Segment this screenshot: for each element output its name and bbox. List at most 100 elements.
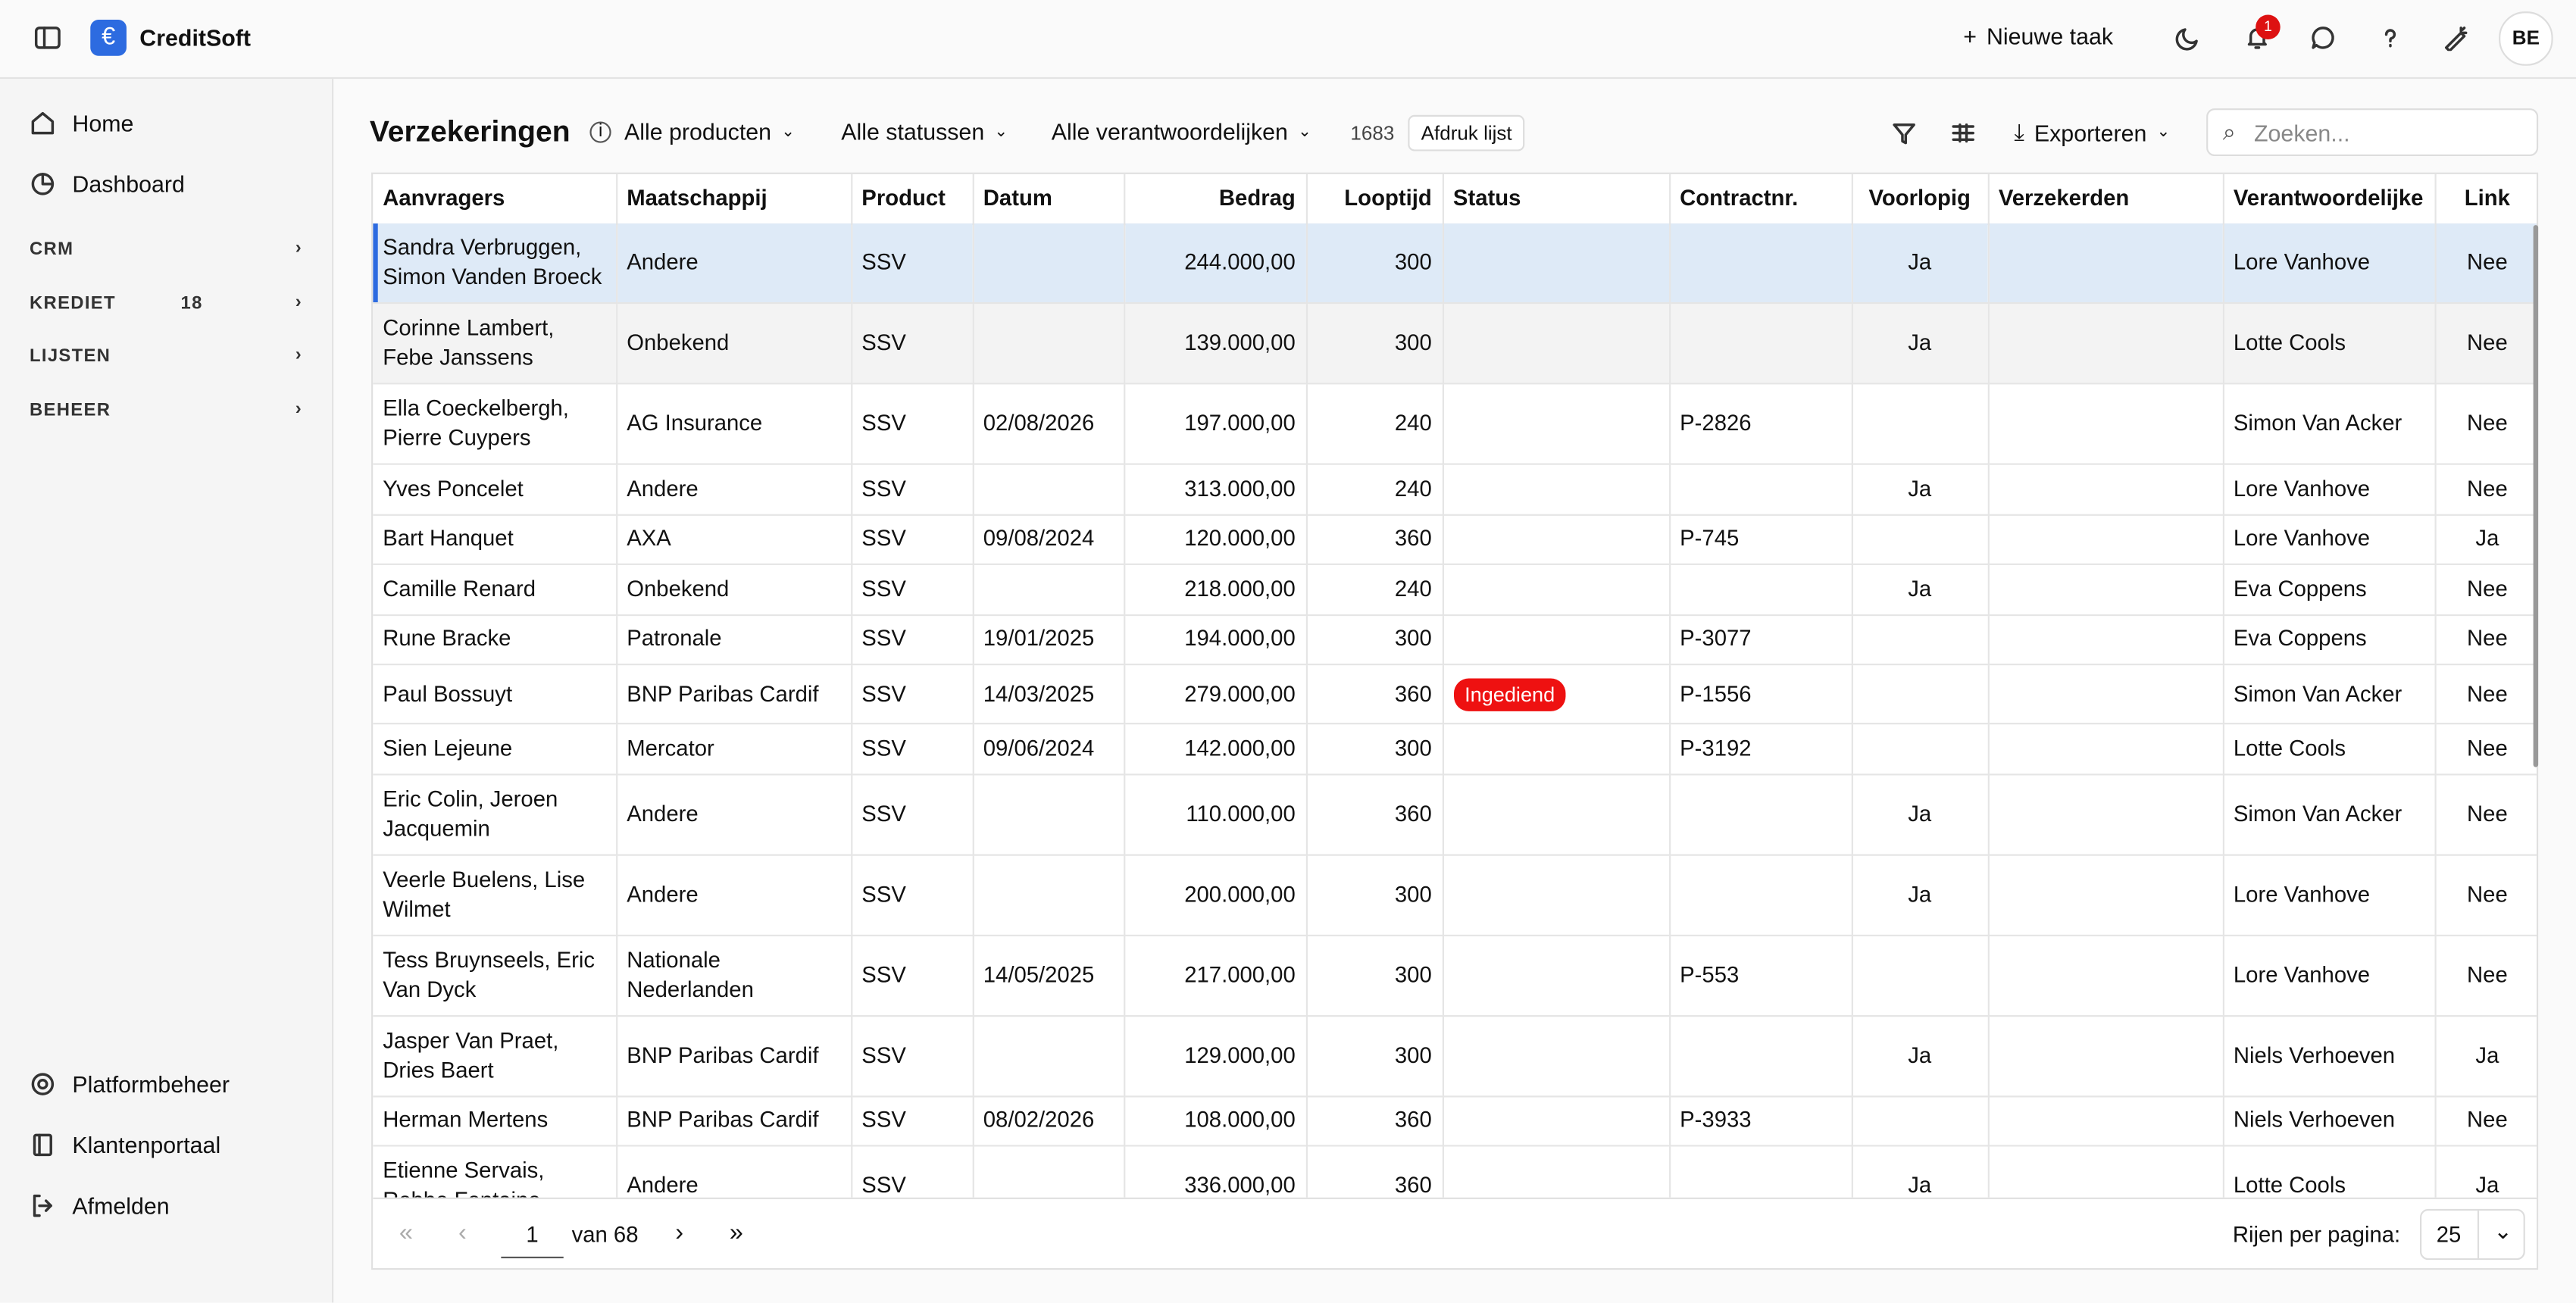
filter-dropdown[interactable]: Alle statussen ⌄ [841, 118, 1008, 145]
nav-home[interactable]: Home [30, 110, 133, 136]
table-cell: P-745 [1669, 514, 1852, 565]
sidebar-toggle[interactable] [34, 25, 61, 52]
table-cell [1669, 564, 1852, 616]
user-avatar[interactable]: BE [2499, 11, 2553, 66]
theme-toggle[interactable] [2175, 25, 2202, 52]
table-row[interactable]: Paul Bossuyt BNP Paribas Cardif SSV 14/03/2… [373, 664, 2537, 725]
next-page[interactable]: › [675, 1218, 684, 1247]
table-cell: Niels Verhoeven [2222, 1095, 2436, 1147]
prev-page[interactable]: ‹ [458, 1218, 467, 1247]
table-row[interactable]: Herman Mertens BNP Paribas Cardif SSV 08/02… [373, 1095, 2537, 1147]
table-cell: P-3192 [1669, 723, 1852, 775]
sidebar: Home Dashboard CRM › KREDIET 18 › LIJSTEN › … [0, 79, 334, 1303]
column-header[interactable]: Contractnr. [1669, 173, 1852, 226]
table-cell: SSV [851, 303, 974, 385]
new-task-button[interactable]: + Nieuwe taak [1963, 23, 2113, 49]
table-cell: Veerle Buelens, Lise Wilmet [373, 854, 617, 936]
table-cell: Ja [2434, 1015, 2537, 1097]
column-header[interactable]: Verantwoordelijke [2222, 173, 2436, 226]
table-row[interactable]: Eric Colin, Jeroen Jacquemin Andere SSV 110… [373, 773, 2537, 855]
table-row[interactable]: Yves Poncelet Andere SSV 313.000,00 240 Ja Lor… [373, 464, 2537, 515]
export-button[interactable]: ⤓ Exporteren ⌄ [2014, 118, 2170, 146]
table-cell: Lore Vanhove [2222, 854, 2436, 936]
page-title: Verzekeringen i [370, 115, 611, 150]
table-row[interactable]: Camille Renard Onbekend SSV 218.000,00 240 Ja… [373, 564, 2537, 616]
table-cell [1851, 1095, 1989, 1147]
nav-platform[interactable]: Platformbeheer [30, 1071, 230, 1097]
table-cell: 240 [1305, 464, 1443, 515]
logo: € [90, 20, 127, 56]
column-header[interactable]: Maatschappij [616, 173, 852, 226]
column-header[interactable]: Status [1442, 173, 1671, 226]
app-name[interactable]: CreditSoft [139, 24, 252, 52]
filter-button[interactable] [1891, 120, 1918, 146]
last-page[interactable]: » [729, 1218, 743, 1247]
table-cell: 360 [1305, 1145, 1443, 1198]
column-header[interactable]: Aanvragers [373, 173, 617, 226]
table-cell: 14/03/2025 [972, 664, 1125, 725]
table-cell: Ja [1851, 773, 1989, 855]
table-cell [1987, 854, 2224, 936]
table-row[interactable]: Veerle Buelens, Lise Wilmet Andere SSV 200.… [373, 854, 2537, 936]
table-row[interactable]: Etienne Servais, Robbe FontaineAndereSSV… [373, 1145, 2537, 1198]
table-cell [1669, 773, 1852, 855]
nav-section[interactable]: CRM › [30, 238, 302, 259]
section-label: BEHEER [30, 401, 111, 421]
data-table: Aanvragers Maatschappij Product Datum Bedrag… [371, 172, 2539, 1270]
column-header[interactable]: Product [851, 173, 974, 226]
first-page[interactable]: « [399, 1218, 414, 1247]
table-cell [1442, 1145, 1671, 1198]
table-row[interactable]: Sien Lejeune Mercator SSV 09/06/2024 142.000… [373, 723, 2537, 775]
search-input[interactable]: ⌕ Zoeken... [2206, 108, 2539, 156]
table-row[interactable]: Sandra Verbruggen, Simon Vanden Broeck An… [373, 223, 2537, 305]
table-cell: Onbekend [616, 564, 852, 616]
circle-element [37, 1078, 48, 1090]
table-cell [972, 773, 1125, 855]
nav-portal[interactable]: Klantenportaal [30, 1132, 220, 1158]
table-cell: SSV [851, 1095, 974, 1147]
path-element [2175, 28, 2198, 51]
path-element [1893, 123, 1915, 145]
table-row[interactable]: Bart Hanquet AXA SSV 09/08/2024 120.000,00 36… [373, 514, 2537, 565]
page-total: van 68 [571, 1222, 639, 1247]
rows-per-page-select[interactable]: 25 ⌄ [2420, 1208, 2525, 1261]
messages[interactable] [2310, 25, 2337, 52]
table-cell: 300 [1305, 223, 1443, 305]
nav-section[interactable]: BEHEER › [30, 399, 302, 421]
column-header[interactable]: Voorlopig [1851, 173, 1989, 226]
table-row[interactable]: Tess Bruynseels, Eric Van Dyck Nationale … [373, 934, 2537, 1017]
table-cell: Mercator [616, 723, 852, 775]
path-element [2384, 29, 2396, 48]
nav-dashboard[interactable]: Dashboard [30, 171, 185, 197]
column-header[interactable]: Looptijd [1305, 173, 1443, 226]
nav-section[interactable]: LIJSTEN › [30, 345, 302, 366]
span-element: › [295, 292, 302, 312]
table-row[interactable]: Corinne Lambert, Febe Janssens Onbekend SS… [373, 303, 2537, 385]
table-row[interactable]: Ella Coeckelbergh, Pierre Cuypers AG Insu… [373, 383, 2537, 465]
nav-logout[interactable]: Afmelden [30, 1192, 170, 1219]
nav-label: Home [72, 110, 134, 136]
filter-dropdown[interactable]: Alle producten ⌄ [624, 118, 795, 145]
help[interactable] [2377, 25, 2404, 52]
table-row[interactable]: Jasper Van Praet, Dries Baert BNP Paribas… [373, 1015, 2537, 1097]
table-cell: Eric Colin, Jeroen Jacquemin [373, 773, 617, 855]
columns-button[interactable] [1950, 120, 1977, 146]
table-cell [1442, 1095, 1671, 1147]
table-cell: 336.000,00 [1124, 1145, 1307, 1198]
table-cell: 19/01/2025 [972, 614, 1125, 666]
top-bar: € CreditSoft + Nieuwe taak 1 BE [0, 0, 2576, 80]
filter-dropdown[interactable]: Alle verantwoordelijken ⌄ [1052, 118, 1311, 145]
page-input[interactable]: 1 [501, 1216, 564, 1258]
table-cell [1851, 383, 1989, 465]
ai-assistant[interactable] [2443, 25, 2469, 52]
table-cell: 300 [1305, 1015, 1443, 1097]
table-row[interactable]: Rune Bracke Patronale SSV 19/01/2025 194.000… [373, 614, 2537, 666]
column-header[interactable]: Datum [972, 173, 1125, 226]
table-cell: 240 [1305, 564, 1443, 616]
print-button[interactable]: Afdruk lijst [1408, 114, 1526, 152]
column-header[interactable]: Verzekerden [1987, 173, 2224, 226]
nav-section[interactable]: KREDIET 18 › [30, 292, 302, 314]
column-header[interactable]: Link [2434, 173, 2537, 226]
column-header[interactable]: Bedrag [1124, 173, 1307, 226]
table-cell: Nee [2434, 464, 2537, 515]
